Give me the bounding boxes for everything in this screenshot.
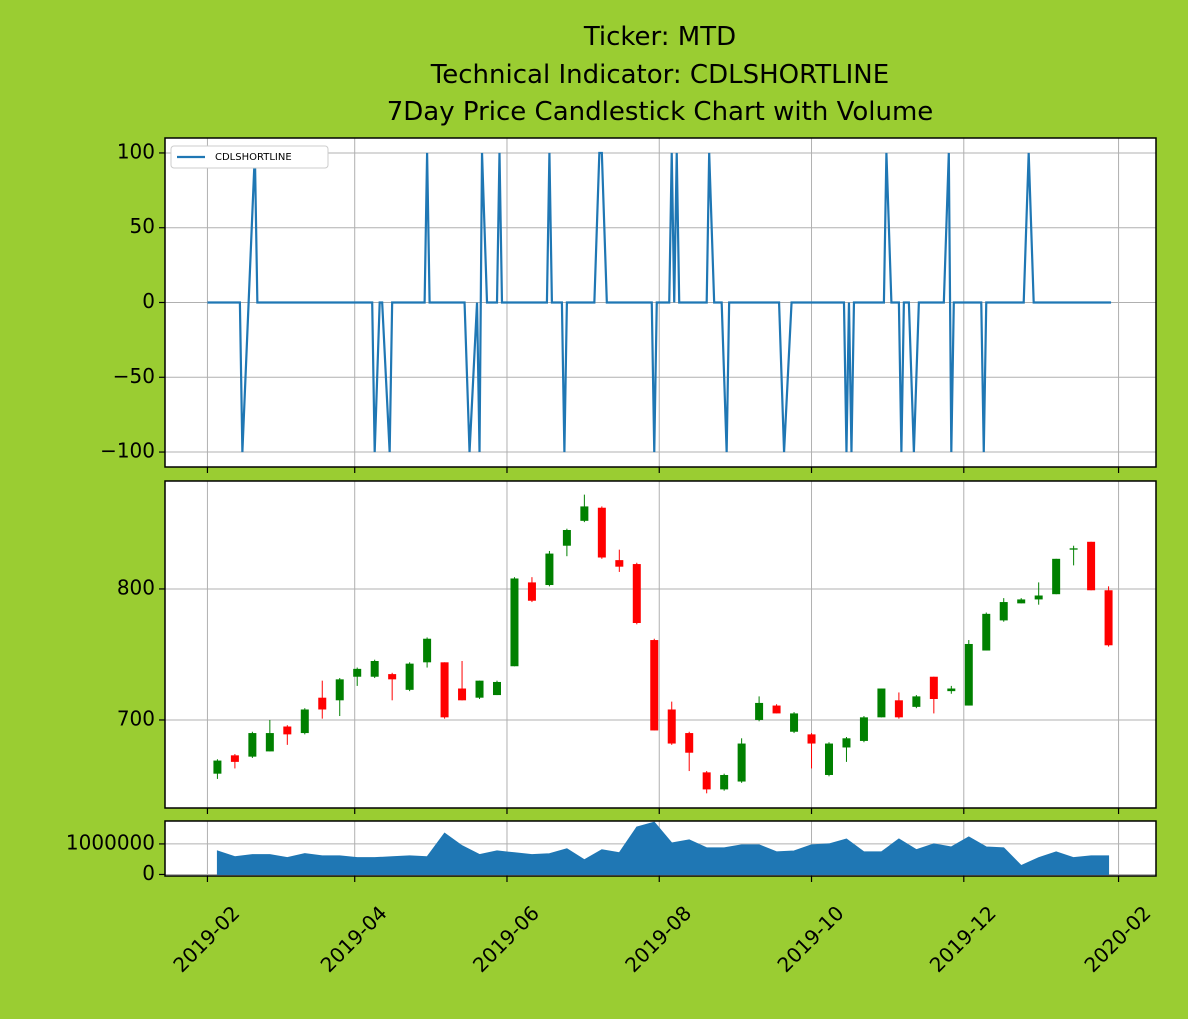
panel-border [164,480,1157,809]
candle-body [737,743,746,782]
candle-body [300,709,309,734]
candle-body [1034,595,1043,600]
y-tick-label: 50 [130,214,155,238]
indicator-line [207,151,1112,453]
candle-body [702,772,711,790]
chart-title: 7Day Price Candlestick Chart with Volume [387,97,934,127]
candle-body [824,743,833,775]
candle-body [388,674,397,680]
y-tick-label: 800 [117,575,155,599]
y-tick-label: 0 [142,289,155,313]
legend-box [170,145,329,169]
candle-body [1069,548,1078,550]
candle-body [213,760,222,774]
candle-body [440,662,449,718]
y-tick-label: −100 [100,439,155,463]
candle-body [248,733,257,757]
candle-body [859,717,868,741]
candle-body [755,702,764,720]
candle-body [283,726,292,735]
candle-body [807,734,816,744]
candle-body [458,688,467,701]
candle-body [545,553,554,586]
candle-body [335,679,344,701]
candle-body [265,733,274,752]
panel [165,481,1156,808]
legend-label: CDLSHORTLINE [215,152,292,163]
candle-body [685,733,694,753]
y-tick-label: 1000000 [66,830,155,854]
candle-body [510,578,519,667]
candle-body [492,681,501,696]
candle-body [318,697,327,710]
candle-body [562,529,571,546]
y-tick-label: 700 [117,706,155,730]
candle-body [527,582,536,601]
candle-body [720,774,729,790]
candle-body [405,663,414,690]
y-tick-label: 100 [117,139,155,163]
candle-body [632,564,641,624]
candle-body [877,688,886,718]
candle-body [650,640,659,731]
candle-body [772,705,781,714]
candle-body [912,696,921,707]
chart-title: Technical Indicator: CDLSHORTLINE [430,60,889,90]
candle-body [230,755,239,762]
candle-body [475,680,484,698]
candle-body [667,709,676,744]
panel-border [164,137,1157,468]
y-tick-label: 0 [142,861,155,885]
chart-title: Ticker: MTD [583,22,736,52]
candle-body [790,713,799,732]
candle-body [894,700,903,718]
candle-body [1052,558,1061,595]
y-tick-label: −50 [113,364,155,388]
candle-body [370,661,379,677]
candle-body [1087,541,1096,591]
candle-body [842,738,851,748]
candle-body [353,668,362,677]
candle-body [615,560,624,567]
candle-body [423,638,432,663]
candle-body [580,506,589,521]
candle-body [1104,590,1113,646]
candle-body [999,602,1008,621]
candle-body [1017,599,1026,604]
volume-area [216,821,1110,875]
candle-body [597,507,606,558]
candle-body [964,643,973,706]
candle-body [947,688,956,692]
panel-border [164,820,1157,877]
candle-body [929,676,938,699]
candle-body [982,613,991,651]
